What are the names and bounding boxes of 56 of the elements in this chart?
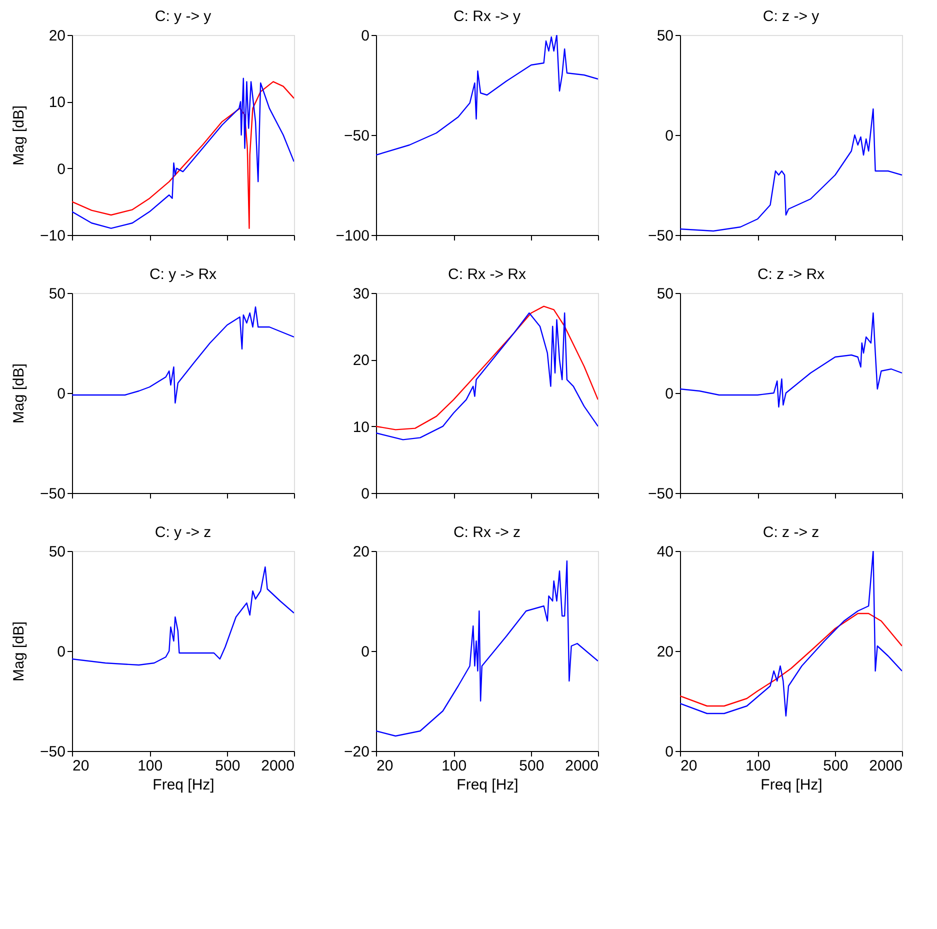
- y-tick-label: 0: [665, 386, 674, 402]
- y-tick-label: 0: [361, 644, 370, 660]
- y-tick-label: 20: [352, 544, 370, 560]
- y-tick-label: 0: [57, 160, 66, 178]
- y-tick-label: 20: [48, 28, 66, 44]
- x-tick-label: 100: [442, 758, 467, 774]
- y-tick-label: −50: [40, 486, 66, 502]
- y-tick-label: −50: [344, 128, 370, 144]
- y-tick-label: 50: [48, 544, 66, 560]
- y-tick-label: 0: [57, 644, 66, 660]
- y-tick-label: 10: [48, 94, 66, 112]
- x-tick-label: 20: [72, 758, 90, 774]
- y-tick-label: 0: [361, 486, 370, 502]
- y-axis-title: Mag [dB]: [10, 105, 28, 166]
- chart-title: C: Rx -> Rx: [448, 266, 526, 283]
- x-tick-label: 20: [680, 758, 698, 774]
- chart-title: C: z -> z: [762, 524, 820, 541]
- y-tick-label: 0: [57, 386, 66, 402]
- y-tick-label: 0: [665, 128, 674, 144]
- y-tick-label: 40: [656, 544, 674, 560]
- y-tick-label: 30: [352, 286, 370, 302]
- x-tick-label: 2000: [565, 758, 598, 774]
- y-tick-label: −10: [40, 228, 66, 244]
- y-tick-label: 20: [656, 644, 674, 660]
- y-tick-label: −50: [40, 744, 66, 760]
- y-tick-label: −50: [648, 228, 674, 244]
- chart-title: C: Rx -> y: [453, 8, 522, 25]
- x-tick-label: 20: [376, 758, 394, 774]
- y-tick-label: 50: [48, 286, 66, 302]
- x-tick-label: 2000: [261, 758, 294, 774]
- y-tick-label: 50: [656, 286, 674, 302]
- y-tick-label: 0: [665, 744, 674, 760]
- chart-title: C: z -> Rx: [757, 266, 826, 283]
- x-tick-label: 500: [215, 758, 240, 774]
- chart-title: C: y -> z: [154, 524, 212, 541]
- x-tick-label: 100: [138, 758, 163, 774]
- y-tick-label: 20: [352, 352, 370, 370]
- x-tick-label: 2000: [869, 758, 902, 774]
- x-axis-title: Freq [Hz]: [152, 776, 214, 794]
- x-tick-label: 500: [519, 758, 544, 774]
- y-tick-label: −100: [336, 228, 370, 244]
- x-axis-title: Freq [Hz]: [760, 776, 822, 794]
- y-axis-title: Mag [dB]: [10, 363, 28, 424]
- chart-title: C: z -> y: [762, 8, 820, 25]
- chart-title: C: Rx -> z: [453, 524, 521, 541]
- y-tick-label: 0: [361, 28, 370, 44]
- y-tick-label: −20: [344, 744, 370, 760]
- y-tick-label: −50: [648, 486, 674, 502]
- chart-title: C: y -> y: [154, 8, 212, 25]
- x-axis-title: Freq [Hz]: [456, 776, 518, 794]
- chart-title: C: y -> Rx: [149, 266, 218, 283]
- x-tick-label: 500: [823, 758, 848, 774]
- y-tick-label: 10: [352, 418, 370, 436]
- y-tick-label: 50: [656, 28, 674, 44]
- y-axis-title: Mag [dB]: [10, 621, 28, 682]
- x-tick-label: 100: [746, 758, 771, 774]
